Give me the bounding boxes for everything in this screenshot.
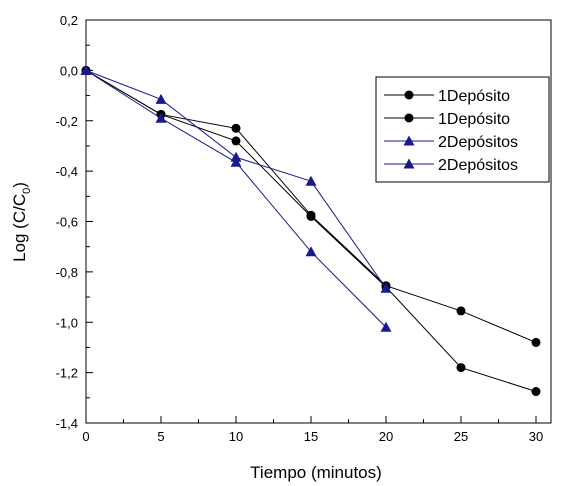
series-line [85,69,387,289]
series-line [85,69,387,328]
x-tick-label: 30 [529,429,543,444]
legend: 1Depósito 1Depósito 2Depósitos 2Depósitos [375,76,550,183]
data-point [305,246,317,257]
data-point [531,337,541,347]
legend-item: 2Depósitos [384,157,518,174]
y-tick-label: -1,2 [56,366,78,381]
data-point [230,151,242,162]
y-tick-label: -1,0 [56,315,78,330]
data-point [231,123,241,133]
data-point [305,175,317,186]
legend-label: 2Depósitos [438,157,518,174]
y-tick-label: 0,0 [60,63,78,78]
data-point [155,93,167,104]
legend-label: 1Depósito [438,111,510,128]
data-point [80,64,92,75]
legend-label: 1Depósito [438,88,510,105]
x-tick-label: 5 [157,429,164,444]
legend-marker [403,158,415,169]
x-tick-label: 15 [304,429,318,444]
y-tick-label: -1,4 [56,416,78,431]
legend-label: 2Depósitos [438,134,518,151]
x-tick-label: 10 [229,429,243,444]
x-tick-label: 25 [454,429,468,444]
y-tick-label: -0,4 [56,164,78,179]
legend-marker [403,135,415,146]
data-point [230,156,242,167]
data-point [456,363,466,373]
data-point [456,306,466,316]
y-axis-label: Log (C/C0) [10,182,33,262]
x-axis: 0 5 10 15 20 25 30 [82,416,543,444]
legend-marker [404,113,414,123]
y-axis-label-main: Log (C/C [10,194,29,262]
legend-item: 1Depósito [384,111,510,128]
x-tick-label: 0 [82,429,89,444]
x-axis-label: Tiempo (minutos) [250,463,382,482]
legend-marker [404,90,414,100]
legend-item: 2Depósitos [384,134,518,151]
y-axis-label-close: ) [10,182,29,188]
legend-item: 1Depósito [384,88,510,105]
y-tick-label: -0,2 [56,114,78,129]
data-point [306,211,316,221]
y-tick-label: -0,6 [56,215,78,230]
series-layer [80,64,541,397]
data-point [531,387,541,397]
data-point [231,136,241,146]
data-point [380,321,392,332]
x-tick-label: 20 [379,429,393,444]
y-axis: 0,2 0,0 -0,2 -0,4 -0,6 -0,8 -1,0 -1,2 -1,4 [56,13,93,431]
y-tick-label: 0,2 [60,13,78,28]
data-point [380,282,392,293]
y-tick-label: -0,8 [56,265,78,280]
data-point [155,112,167,123]
series-3 [80,64,392,293]
series-4 [80,64,392,332]
y-axis-label-subscript: 0 [21,188,33,194]
